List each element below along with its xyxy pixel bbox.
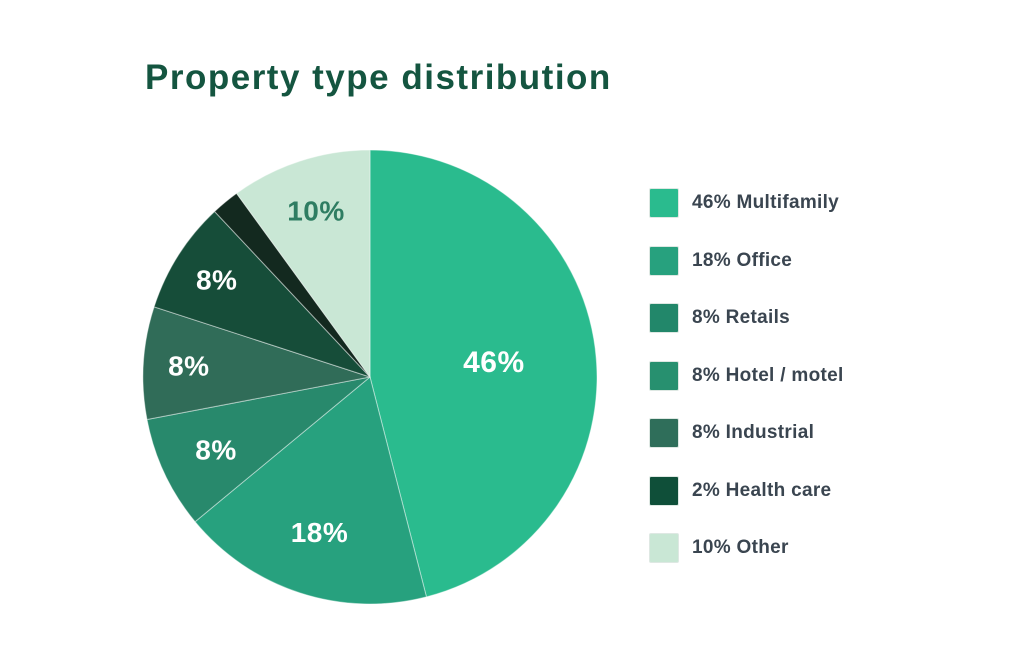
- pie-slice-office: [194, 376, 428, 605]
- chart-title: Property type distribution: [145, 58, 612, 97]
- legend-item-office: 18% Office: [649, 245, 844, 276]
- legend-label-other: 10% Other: [692, 537, 789, 558]
- legend-label-multifamily: 46% Multifamily: [692, 192, 840, 213]
- legend-item-industrial: 8% Industrial: [649, 418, 844, 448]
- legend-swatch-retails: [649, 303, 679, 333]
- legend-swatch-health-care: [649, 475, 679, 506]
- legend-swatch-office: [649, 245, 679, 276]
- pie-slice-label-industrial: 8%: [196, 265, 237, 296]
- pie-slice-health-care: [213, 192, 371, 378]
- pie-slice-label-retails: 8%: [195, 434, 236, 465]
- pie-slice-other: [235, 149, 371, 379]
- legend-item-health-care: 2% Health care: [649, 475, 844, 506]
- legend-swatch-other: [649, 533, 679, 563]
- legend-label-health-care: 2% Health care: [692, 479, 832, 501]
- legend-swatch-multifamily: [649, 188, 679, 218]
- pie-slice-hotel-motel: [142, 306, 371, 421]
- legend-label-industrial: 8% Industrial: [692, 422, 815, 443]
- legend-label-hotel-motel: 8% Hotel / motel: [692, 364, 844, 386]
- legend-item-hotel-motel: 8% Hotel / motel: [649, 360, 844, 391]
- pie-chart: 46% 18% 8% 8% 8% 10%: [142, 149, 598, 605]
- legend-item-retails: 8% Retails: [649, 303, 844, 333]
- pie-slice-industrial: [153, 210, 371, 378]
- pie-slice-label-other: 10%: [287, 196, 345, 227]
- legend-label-office: 18% Office: [692, 249, 793, 271]
- legend-item-multifamily: 46% Multifamily: [649, 188, 844, 218]
- legend-item-other: 10% Other: [649, 533, 844, 563]
- pie-slice-label-hotel-motel: 8%: [168, 350, 209, 381]
- pie-slice-label-multifamily: 46%: [463, 346, 525, 379]
- legend-swatch-industrial: [649, 418, 679, 448]
- legend-swatch-hotel-motel: [649, 360, 679, 391]
- pie-slice-retails: [146, 376, 371, 523]
- legend-label-retails: 8% Retails: [692, 307, 791, 328]
- pie-slice-multifamily: [369, 149, 598, 598]
- legend: 46% Multifamily 18% Office 8% Retails 8% Ho…: [649, 188, 844, 563]
- pie-slice-label-office: 18%: [291, 517, 349, 548]
